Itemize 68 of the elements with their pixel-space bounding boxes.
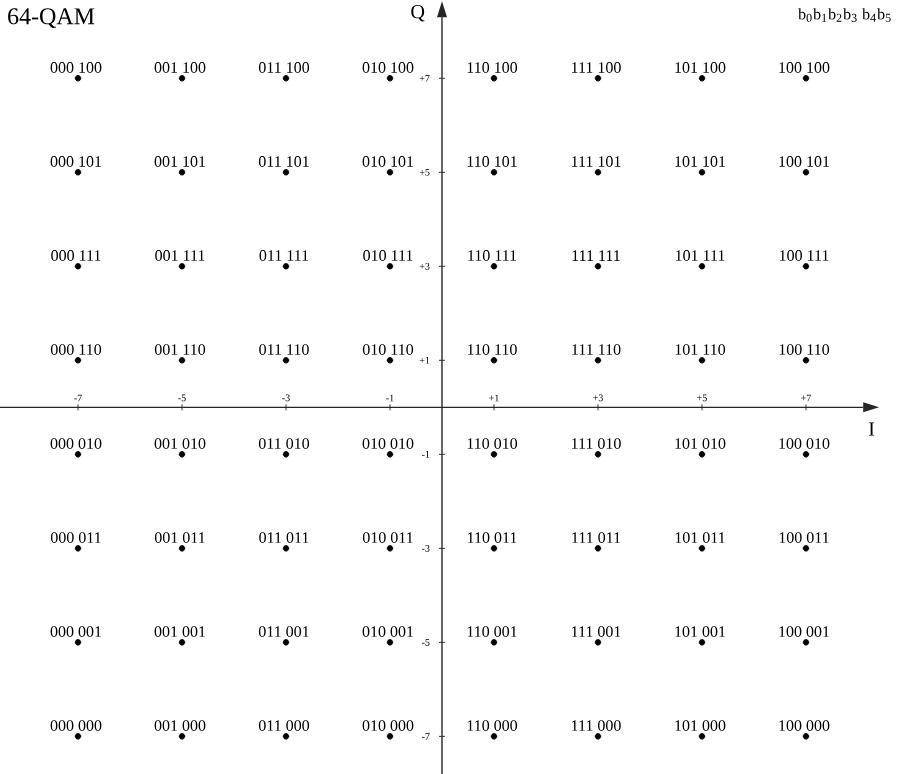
annotation: 111 111 — [572, 250, 620, 261]
annotation: 101 011 — [675, 532, 725, 543]
annotation: 010 110 — [362, 344, 414, 355]
annotation: 110 101 — [467, 156, 517, 167]
annotation: 010 111 — [363, 250, 413, 261]
annotation: 001 111 — [155, 250, 205, 261]
annotation: 100 001 — [779, 626, 829, 637]
annotation: 100 010 — [779, 438, 830, 449]
annotation: 011 001 — [258, 626, 309, 637]
x-axis-title: I — [868, 422, 875, 436]
annotation: 110 110 — [468, 344, 517, 355]
annotation: 010 011 — [362, 532, 413, 543]
annotation: 011 101 — [258, 156, 309, 167]
annotation: 101 111 — [675, 250, 725, 261]
annotation: 101 100 — [675, 62, 726, 73]
chart-title: 64-QAM — [8, 8, 95, 29]
annotation: 111 000 — [571, 720, 621, 731]
annotation: 100 100 — [779, 62, 830, 73]
annotation: 001 011 — [154, 532, 205, 543]
annotation: 100 011 — [779, 532, 829, 543]
annotation: 000 110 — [50, 344, 102, 355]
annotation: 100 101 — [779, 156, 829, 167]
annotation: 111 011 — [572, 532, 621, 543]
annotation: 100 110 — [779, 344, 830, 355]
annotation: 001 010 — [154, 438, 206, 449]
annotation: 001 101 — [154, 156, 206, 167]
annotation: 000 111 — [51, 250, 101, 261]
annotation: 111 110 — [572, 344, 621, 355]
annotation: 011 111 — [259, 250, 309, 261]
annotation: 110 011 — [468, 532, 517, 543]
text: b$_{0}$b$_{1}$b$_{2}$b$_{3}$ b$_{4}$b$_{5}$ — [798, 8, 891, 22]
annotation: 000 000 — [50, 720, 102, 731]
annotation: 101 000 — [675, 720, 726, 731]
annotation: 001 110 — [154, 344, 206, 355]
annotation: 000 011 — [50, 532, 101, 543]
annotation: 010 101 — [362, 156, 414, 167]
annotation: 101 001 — [675, 626, 725, 637]
annotation: 000 101 — [50, 156, 102, 167]
annotation: 010 000 — [362, 720, 414, 731]
annotation: 101 101 — [675, 156, 725, 167]
annotation: 001 100 — [154, 62, 206, 73]
annotation: 100 000 — [779, 720, 830, 731]
annotation: 101 110 — [675, 344, 726, 355]
annotation: 000 001 — [50, 626, 102, 637]
annotation: 010 010 — [362, 438, 414, 449]
annotation: 111 100 — [571, 62, 621, 73]
annotation: 010 100 — [362, 62, 414, 73]
annotation: 001 001 — [154, 626, 206, 637]
annotation: 001 000 — [154, 720, 206, 731]
annotation: 010 001 — [362, 626, 414, 637]
annotation: 111 101 — [571, 156, 621, 167]
annotation: 110 010 — [467, 438, 518, 449]
annotation: 110 001 — [467, 626, 517, 637]
annotation: 110 111 — [468, 250, 517, 261]
annotation: 100 111 — [779, 250, 829, 261]
annotation: 000 010 — [50, 438, 102, 449]
annotation: 011 000 — [258, 720, 310, 731]
y-axis-title: Q — [411, 4, 425, 22]
annotation: 111 001 — [571, 626, 621, 637]
annotation: 111 010 — [571, 438, 621, 449]
annotation: 000 100 — [50, 62, 102, 73]
annotation: 011 010 — [258, 438, 310, 449]
annotation: 011 100 — [258, 62, 310, 73]
annotation: 110 000 — [467, 720, 518, 731]
annotation: 101 010 — [675, 438, 726, 449]
annotation: 011 011 — [259, 532, 309, 543]
annotation: 011 110 — [259, 344, 309, 355]
annotation: 110 100 — [467, 62, 518, 73]
